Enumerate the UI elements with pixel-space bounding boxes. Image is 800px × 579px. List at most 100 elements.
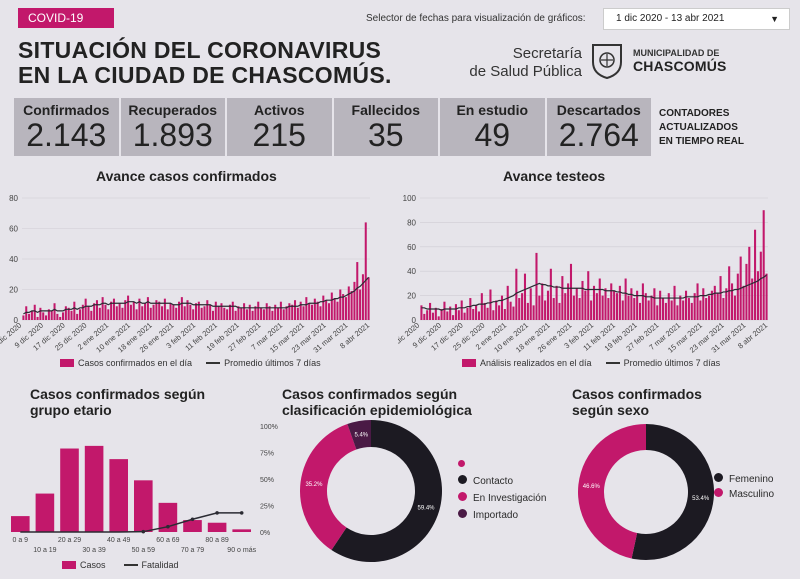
x-tick-label: 70 a 79 [181,547,204,554]
counter-label: Fallecidos [351,102,420,118]
counters-panel: Confirmados 2.143 Recuperados 1.893 Acti… [14,98,651,156]
bar [313,298,316,320]
chevron-down-icon: ▼ [770,14,779,24]
bar [696,283,699,320]
bar [745,263,748,320]
x-tick-label: 10 a 19 [33,547,56,554]
bar [231,301,234,320]
legend-item-promedio: Promedio últimos 7 días [605,358,721,368]
y-tick-label: 0 [412,316,417,325]
bar [653,288,656,320]
bar [279,301,282,320]
bar [725,288,728,320]
bar [429,302,432,320]
bar [529,288,532,320]
bar [45,315,48,320]
bar [310,304,314,320]
bar [325,300,328,320]
bar [765,273,768,320]
dot-icon [714,488,723,497]
bar [638,302,642,320]
bar [152,304,155,320]
bar [684,290,688,320]
bar [361,274,364,320]
bar [35,493,55,532]
bar [572,295,575,320]
x-tick-label: 20 a 29 [58,537,81,544]
y-tick-label: 100 [403,194,417,203]
average-line [421,274,767,311]
bar [109,459,128,532]
legend-label: Casos confirmados en el día [78,358,193,368]
bar [581,280,584,320]
bar [466,307,469,320]
bar [257,301,260,320]
bar [282,309,285,320]
bar [716,293,719,320]
y-tick-label: 60 [407,243,416,252]
bar [172,304,175,320]
bar [274,304,277,320]
average-line [23,276,370,315]
bar [107,309,110,320]
bar [367,277,370,320]
legend-label: Promedio últimos 7 días [623,358,721,368]
counter-label: Descartados [556,102,641,118]
bar [710,290,713,320]
x-tick-label: 80 a 89 [205,537,228,544]
bar [621,300,624,320]
bar [336,301,339,320]
legend-label: Análisis realizados en el día [480,358,592,368]
bar [584,290,587,320]
date-range-selector[interactable]: 1 dic 2020 - 13 abr 2021 ▼ [603,8,790,30]
chart-title-sexo: Casos confirmados según sexo [572,386,702,418]
bar [56,313,59,320]
bar [610,283,613,320]
y2-tick-label: 25% [260,504,274,511]
bar [633,298,636,320]
realtime-note: CONTADORES ACTUALIZADOS EN TIEMPO REAL [659,107,744,149]
bar [480,293,483,320]
bar [664,302,667,320]
bar [101,297,104,320]
bar [110,301,113,320]
bar [47,309,50,320]
counter-value: 2.143 [26,117,107,153]
bar [624,278,627,320]
bar [552,298,555,320]
legend-label: Masculino [729,489,775,500]
chart-clasificacion-donut: 59.4% 35.2% 5.4% [300,420,442,562]
bar [595,293,598,320]
bar [104,304,107,320]
bar [214,301,217,320]
bar [339,289,342,320]
bar [277,307,280,320]
bar [443,301,446,320]
swatch-icon [62,561,76,569]
bar [296,307,299,320]
realtime-line-3: EN TIEMPO REAL [659,136,745,147]
bar [265,303,268,320]
bar [356,262,359,320]
bar [166,309,169,320]
bar [95,300,98,320]
bar [217,306,220,320]
bar [243,303,246,320]
bar [322,295,325,320]
bar [618,285,621,320]
fatalidad-point [215,511,219,515]
bar [134,480,153,532]
bar [53,303,56,320]
bar [604,288,607,320]
bar [342,294,345,320]
municipalidad-logo: MUNICIPALIDAD DE CHASCOMÚS [633,48,727,74]
legend-item-casos: Casos [62,560,106,570]
fatalidad-point [239,511,244,515]
bar [601,295,604,320]
bar [762,210,765,320]
bar [575,288,578,320]
bar [538,295,541,320]
bar [498,305,501,320]
bar [661,298,665,320]
